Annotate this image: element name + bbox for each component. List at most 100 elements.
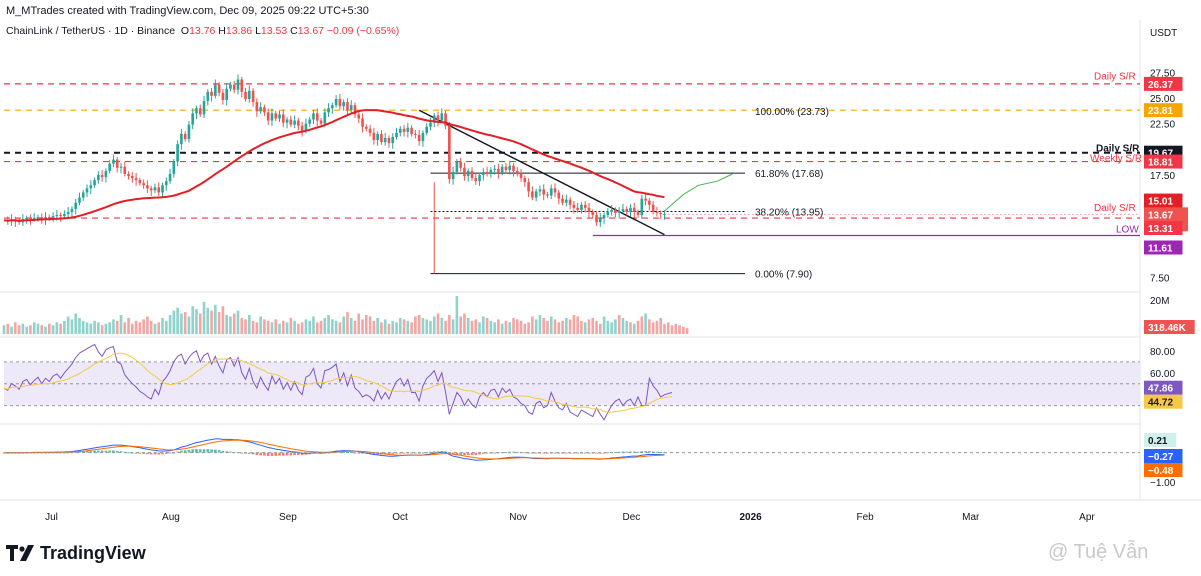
candle [353,105,357,115]
macd-histogram-bar [534,452,538,454]
volume-bar [648,319,651,334]
currency-label[interactable]: USDT [1150,28,1178,39]
volume-bar [557,322,561,334]
candle [281,114,285,123]
volume-bar [232,313,236,334]
volume-bar [315,322,319,334]
volume-bar [263,319,266,334]
candle [534,191,538,198]
volume-bar [519,320,523,334]
candle [89,185,93,189]
macd-histogram-bar [217,450,221,453]
volume-bar [225,315,228,334]
rsi-band [4,361,1140,406]
candle [395,132,398,137]
tradingview-logo[interactable]: TradingView [6,540,146,566]
volume-bar [636,320,640,334]
candle [232,84,236,90]
candle [44,217,47,220]
macd-histogram-bar [198,449,202,453]
volume-last-label: 318.46K [1144,320,1195,334]
candle [361,118,364,127]
candle [334,98,338,106]
volume-bar [21,323,25,334]
price-label-daily-sr-low-text: 13.31 [1148,224,1173,235]
volume-bar [674,323,678,334]
candle [410,127,413,134]
volume-bar [36,323,40,334]
volume-bar [59,323,62,334]
volume-bar [685,328,689,334]
candle [247,90,251,99]
volume-bar [425,319,429,334]
volume-bar [289,317,293,334]
macd-histogram-bar [229,451,232,453]
volume-bar [202,301,206,334]
macd-histogram-bar [89,450,93,453]
daily-sr-text: Daily S/R [1096,143,1140,154]
moving-average-line [3,109,665,222]
volume-bar [108,322,111,334]
candle [565,199,568,203]
macd-signal-label-bg [1144,463,1183,477]
macd-histogram-bar [214,449,217,453]
volume-bar [274,319,278,334]
volume-bar [489,320,493,334]
candle [531,191,534,198]
volume-bar [281,320,285,334]
volume-bar [515,319,519,334]
volume-bar [138,322,142,334]
volume-bar [663,323,666,334]
candle [523,178,527,183]
volume-bar [29,325,32,334]
fib-100-text: 100.00% (23.73) [755,107,829,118]
price-label-fib-100: 23.81 [1144,103,1183,118]
candle [149,188,153,191]
volume-bar [40,325,44,334]
price-label-weekly-sr: 18.81 [1144,154,1183,169]
macd-histogram-bar [161,452,164,455]
macd-histogram-bar [553,452,557,454]
volume-bar [549,316,553,334]
candle [515,170,519,174]
volume-bar [666,322,670,334]
candle [561,198,564,203]
macd-histogram-bar [470,452,474,456]
macd-histogram-bar [474,452,478,455]
candle [414,133,417,135]
candle [425,126,429,133]
volume-bar [304,319,308,334]
candle [508,165,512,170]
price-label-daily-sr-text: 19.67 [1148,149,1173,160]
macd-histogram-bar [270,452,274,456]
candle [357,114,361,119]
price-tick-label: 7.50 [1150,274,1170,285]
price-label-weekly-sr-bg [1144,154,1183,169]
volume-bar [293,320,296,334]
candle [225,88,228,101]
candle [398,128,402,133]
candle [66,211,70,215]
macd-histogram-bar [149,452,153,455]
price-label-ma-bg [1144,193,1183,208]
volume-bar [580,320,583,334]
volume-bar [240,317,244,334]
volume-bar [364,315,368,334]
volume-bar [576,316,579,334]
price-label-fib-100-text: 23.81 [1148,106,1173,117]
macd-histogram-bar [459,452,462,455]
macd-histogram-bar [180,450,183,453]
candle [432,115,436,123]
volume-bar [63,320,66,334]
volume-bar [127,317,130,334]
macd-histogram-bar [565,452,568,454]
volume-bar [349,317,353,334]
macd-histogram-bar [391,452,395,455]
candle [568,199,572,205]
volume-bar [421,317,425,334]
candle [504,166,508,170]
candle [640,198,644,216]
tradingview-logo-icon [6,545,34,561]
volume-bar [97,322,100,334]
